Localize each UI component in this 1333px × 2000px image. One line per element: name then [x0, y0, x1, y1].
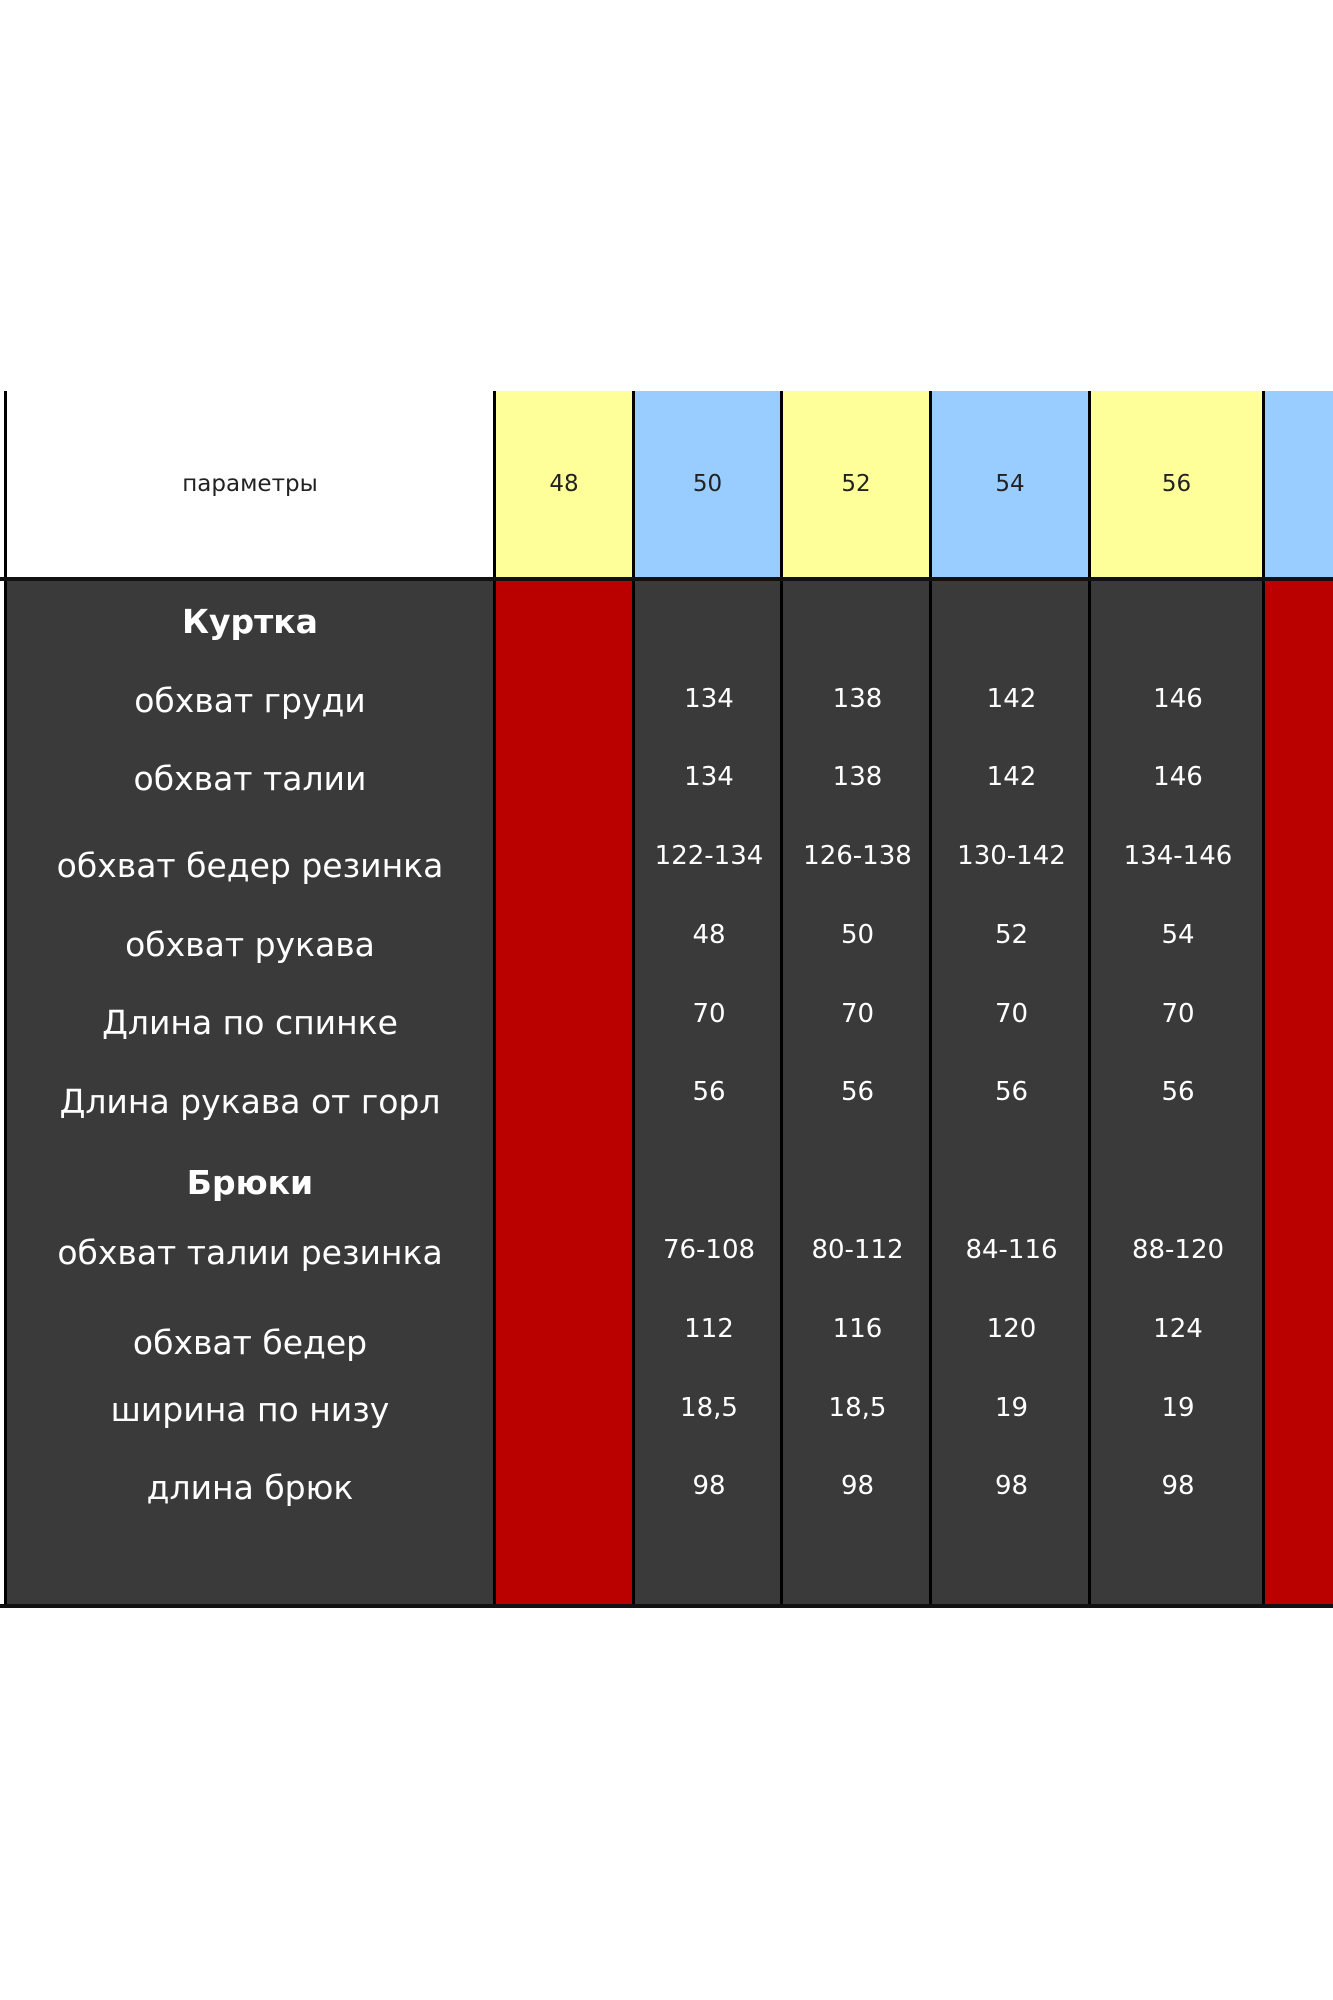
header-size-52: 52	[783, 391, 932, 577]
row-label: обхват груди	[134, 681, 366, 720]
value-cell: 56	[840, 1077, 875, 1107]
value-cell: 70	[1161, 999, 1195, 1029]
value-cell: 134-146	[1123, 841, 1233, 871]
value-cell: 52	[994, 920, 1029, 950]
value-cell: 142	[986, 762, 1037, 792]
value-cell: 146	[1153, 762, 1203, 792]
value-cell: 19	[994, 1393, 1029, 1423]
row-label: обхват рукава	[125, 925, 375, 964]
column-52	[783, 581, 932, 1604]
value-cell: 134	[684, 684, 734, 714]
value-cell: 76-108	[662, 1235, 756, 1265]
value-cell: 98	[840, 1471, 875, 1501]
value-cell: 120	[986, 1314, 1037, 1344]
value-cell: 98	[692, 1471, 726, 1501]
size-label: 52	[841, 471, 871, 497]
value-cell: 19	[1161, 1393, 1195, 1423]
value-cell: 56	[692, 1077, 726, 1107]
value-cell: 146	[1153, 684, 1203, 714]
value-cell: 98	[994, 1471, 1029, 1501]
value-cell: 134	[684, 762, 734, 792]
value-cell: 88-120	[1131, 1235, 1225, 1265]
section-heading: Брюки	[186, 1163, 314, 1202]
value-cell: 142	[986, 684, 1037, 714]
value-cell: 138	[832, 684, 883, 714]
size-label: 48	[549, 471, 579, 497]
value-cell: 112	[684, 1314, 734, 1344]
value-cell: 80-112	[811, 1235, 904, 1265]
value-cell: 138	[832, 762, 883, 792]
table-bottom-border	[0, 1604, 1333, 1608]
header-size-56: 56	[1091, 391, 1265, 577]
value-cell: 122-134	[654, 841, 764, 871]
value-cell: 126-138	[803, 841, 912, 871]
header-size-48: 48	[496, 391, 635, 577]
size-chart-table: параметры 48 50 52 54 56 Куртка обхват гр…	[0, 391, 1333, 1610]
value-cell: 50	[840, 920, 875, 950]
header-size-54: 54	[932, 391, 1091, 577]
header-size-50: 50	[635, 391, 783, 577]
value-cell: 70	[994, 999, 1029, 1029]
value-cell: 116	[832, 1314, 883, 1344]
value-cell: 70	[692, 999, 726, 1029]
size-label: 56	[1161, 471, 1192, 497]
row-label: длина брюк	[146, 1468, 354, 1507]
value-cell: 84-116	[965, 1235, 1058, 1265]
column-50	[635, 581, 783, 1604]
value-cell: 130-142	[957, 841, 1066, 871]
value-cell: 48	[692, 920, 726, 950]
column-next	[1265, 581, 1333, 1604]
size-label: 50	[692, 471, 723, 497]
value-cell: 18,5	[680, 1393, 738, 1423]
header-parameters-cell: параметры	[4, 391, 496, 577]
value-cell: 18,5	[828, 1393, 887, 1423]
section-heading: Куртка	[182, 602, 318, 641]
row-label: обхват талии резинка	[57, 1233, 443, 1272]
column-54	[932, 581, 1091, 1604]
row-label: ширина по низу	[110, 1390, 390, 1429]
value-cell: 98	[1161, 1471, 1195, 1501]
column-56	[1091, 581, 1265, 1604]
size-label: 54	[995, 471, 1025, 497]
row-label: обхват бедер резинка	[56, 846, 444, 885]
column-48	[496, 581, 635, 1604]
value-cell: 70	[840, 999, 875, 1029]
parameters-column	[4, 581, 496, 1604]
row-label: Длина по спинке	[102, 1003, 398, 1042]
value-cell: 54	[1161, 920, 1195, 950]
value-cell: 124	[1153, 1314, 1203, 1344]
value-cell: 56	[1161, 1077, 1195, 1107]
value-cell: 56	[994, 1077, 1029, 1107]
header-divider	[0, 577, 1333, 581]
row-label: Длина рукава от горл	[59, 1082, 441, 1121]
header-size-next	[1265, 391, 1333, 577]
header-parameters-label: параметры	[182, 471, 318, 497]
row-label: обхват талии	[133, 759, 367, 798]
row-label: обхват бедер	[132, 1323, 368, 1362]
